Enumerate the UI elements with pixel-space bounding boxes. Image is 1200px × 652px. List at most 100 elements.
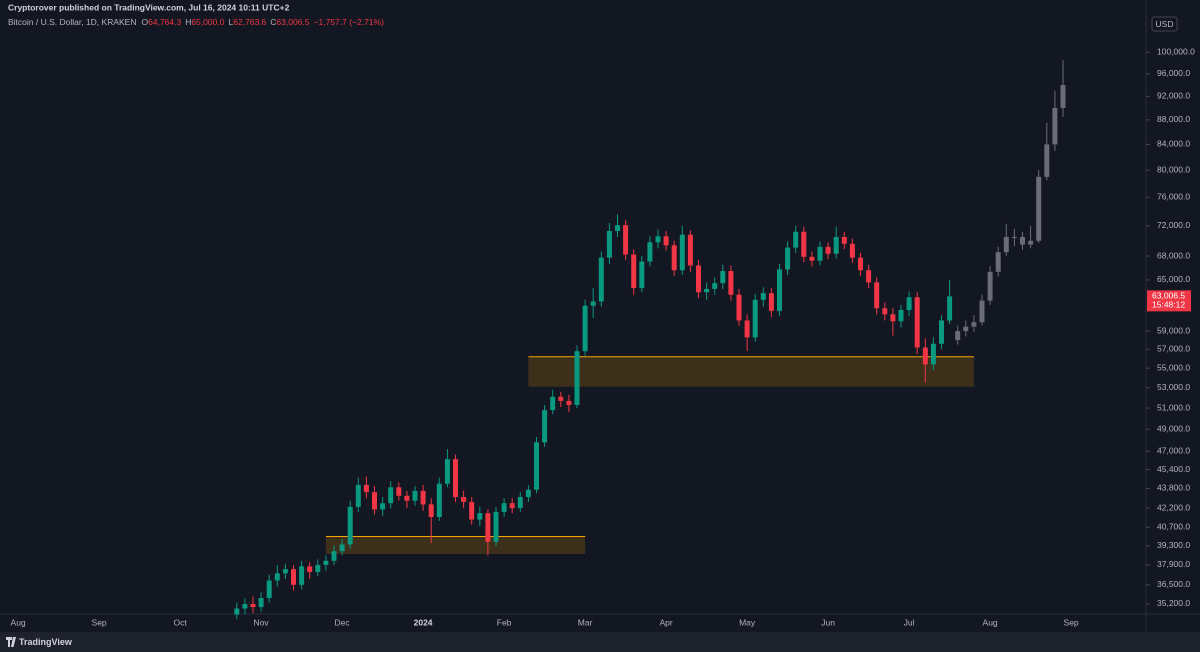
candle-body: [1020, 236, 1025, 245]
candle-body: [1011, 236, 1017, 238]
candle-body: [1060, 84, 1066, 108]
ohlc-value: 64,764.3: [148, 17, 181, 27]
ohlc-value: 65,000.0: [191, 17, 224, 27]
currency-box[interactable]: [1151, 16, 1178, 32]
candle-body: [355, 484, 361, 507]
candle-body: [258, 598, 264, 608]
candle-body: [987, 271, 993, 301]
candle-body: [979, 300, 985, 323]
footer-bar: [0, 632, 1200, 652]
y-tick-label: 53,000.0: [1157, 382, 1190, 392]
candle-body: [380, 503, 386, 510]
candle-body: [801, 231, 807, 257]
last-price-box: [1147, 290, 1191, 312]
x-tick-label: Apr: [659, 617, 672, 627]
y-tick-label: 68,000.0: [1157, 250, 1190, 260]
candle-body: [744, 320, 750, 338]
brand: TradingView: [19, 637, 73, 647]
candle-body: [720, 271, 726, 284]
candle-body: [598, 257, 604, 302]
candle-body: [307, 566, 313, 572]
x-tick-label: Jul: [904, 617, 915, 627]
plot-area: [234, 60, 1066, 620]
candle-body: [995, 252, 1001, 272]
candle-body: [639, 261, 645, 289]
y-tick-label: 51,000.0: [1157, 402, 1190, 412]
candle-body: [777, 269, 782, 311]
zone: [528, 356, 974, 387]
candle-body: [687, 234, 693, 266]
ohlc-value: 63,006.5: [276, 17, 309, 27]
candle-body: [509, 503, 515, 509]
candle-body: [1044, 144, 1050, 177]
candle-body: [485, 513, 491, 542]
candle-body: [914, 297, 920, 348]
candle-body: [623, 225, 629, 255]
candle-body: [420, 490, 426, 505]
y-tick-label: 100,000.0: [1157, 47, 1195, 57]
y-tick-label: 47,000.0: [1157, 445, 1190, 455]
x-tick-label: 2024: [414, 617, 433, 627]
candle-body: [396, 487, 402, 496]
candle-body: [1003, 236, 1009, 253]
x-tick-label: Dec: [335, 617, 351, 627]
candle-body: [809, 256, 815, 261]
candle-body: [469, 501, 475, 520]
y-tick-label: 65,000.0: [1157, 274, 1190, 284]
candle-body: [525, 489, 531, 498]
ohlc-key: C: [270, 17, 276, 27]
candle-body: [282, 569, 288, 574]
y-tick-label: 88,000.0: [1157, 114, 1190, 124]
ohlc-change: −1,757.7 (−2.71%): [314, 17, 385, 27]
x-tick-label: Oct: [173, 617, 187, 627]
candle-body: [444, 459, 450, 484]
y-tick-label: 96,000.0: [1157, 68, 1190, 78]
candle-body: [274, 573, 280, 581]
x-tick-label: Feb: [497, 617, 512, 627]
y-tick-label: 37,900.0: [1157, 559, 1190, 569]
ohlc-key: O: [142, 17, 149, 27]
candle-body: [558, 396, 564, 401]
last-price-label: 63,006.5: [1152, 291, 1185, 301]
candle-body: [323, 560, 329, 565]
candle-body: [388, 487, 394, 504]
candle-body: [679, 234, 685, 271]
candle-body: [363, 484, 369, 493]
candle-body: [833, 236, 839, 254]
candle-body: [930, 343, 936, 365]
y-tick-label: 76,000.0: [1157, 192, 1190, 202]
candle-body: [841, 236, 847, 244]
candle-body: [461, 497, 467, 502]
candle-body: [517, 497, 523, 509]
candle-body: [436, 483, 442, 517]
candle-body: [1052, 107, 1058, 145]
candle-body: [704, 288, 710, 293]
candle-body: [299, 566, 305, 585]
candle-body: [712, 283, 718, 289]
x-tick-label: Sep: [1064, 617, 1079, 627]
candle-body: [331, 551, 337, 561]
candle-body: [615, 225, 620, 232]
currency[interactable]: USD: [1156, 19, 1174, 29]
y-tick-label: 57,000.0: [1157, 344, 1190, 354]
x-tick-label: May: [739, 617, 756, 627]
candle-body: [404, 495, 410, 501]
candle-body: [590, 301, 596, 306]
y-tick-label: 92,000.0: [1157, 91, 1190, 101]
candle-body: [291, 569, 296, 585]
candle-body: [647, 242, 653, 262]
candle-body: [250, 603, 256, 608]
candle-body: [671, 245, 677, 271]
zone: [325, 536, 586, 554]
countdown: 15:48:12: [1152, 300, 1185, 310]
instrument: Bitcoin / U.S. Dollar, 1D, KRAKEN: [8, 17, 137, 27]
candle-body: [890, 314, 896, 322]
ohlc-value: 62,763.6: [233, 17, 266, 27]
candle-body: [882, 308, 888, 315]
candle-body: [728, 271, 734, 295]
candle-body: [785, 247, 791, 270]
y-tick-label: 40,700.0: [1157, 522, 1190, 532]
candle-body: [493, 511, 499, 542]
candle-body: [655, 236, 661, 243]
ohlc-key: H: [185, 17, 191, 27]
